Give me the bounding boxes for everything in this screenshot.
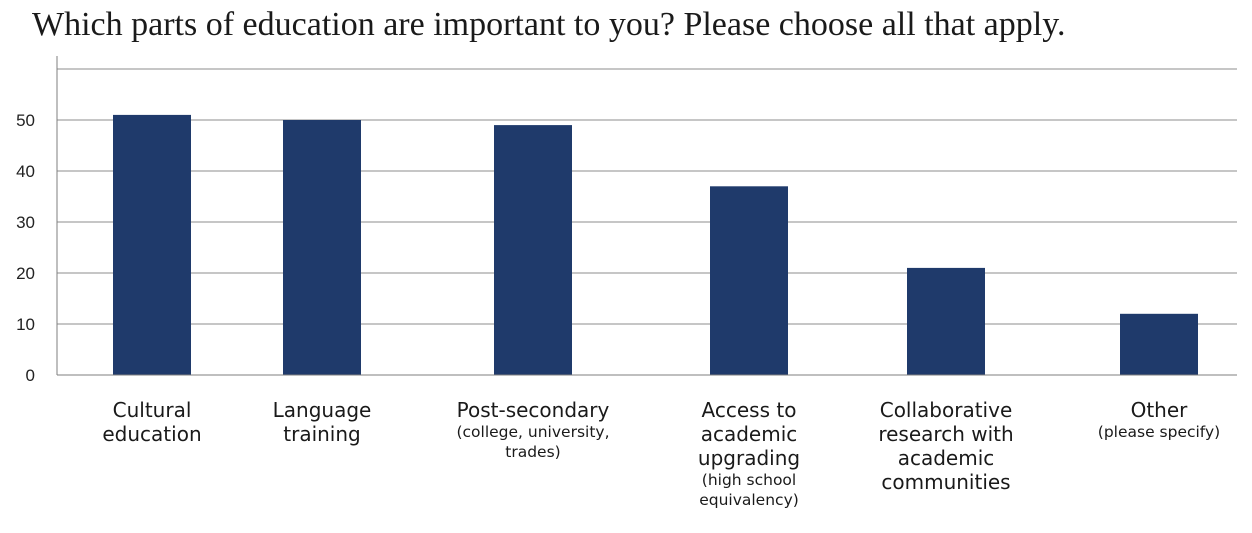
y-tick-label: 50	[16, 111, 35, 130]
x-category-main: Access to academic upgrading	[697, 398, 801, 470]
bar	[113, 114, 191, 376]
x-category-label: Cultural education	[77, 398, 227, 446]
y-tick-label: 20	[16, 264, 35, 283]
y-tick-label: 10	[16, 315, 35, 334]
y-tick-label: 0	[26, 366, 35, 385]
x-category-label: Language training	[247, 398, 397, 446]
bars	[113, 114, 1198, 376]
x-category-sub: (please specify)	[1097, 423, 1221, 441]
x-category-main: Collaborative research with academic commun…	[878, 398, 1014, 494]
bar	[907, 267, 985, 375]
bar	[1120, 313, 1198, 375]
x-category-main: Cultural education	[102, 398, 202, 446]
x-category-label: Other (please specify)	[1074, 398, 1244, 442]
x-category-label: Collaborative research with academic commun…	[841, 398, 1051, 494]
grid-lines	[57, 68, 1237, 325]
bar	[710, 186, 788, 375]
y-tick-label: 30	[16, 213, 35, 232]
y-axis-ticks: 0 10 20 30 40 50	[16, 111, 35, 385]
chart-title: Which parts of education are important t…	[32, 6, 1066, 43]
bar	[283, 120, 361, 375]
y-tick-label: 40	[16, 162, 35, 181]
x-category-main: Other	[1130, 398, 1188, 422]
x-category-label: Post-secondary (college, university, trade…	[418, 398, 648, 462]
x-category-main: Language training	[272, 398, 372, 446]
x-category-main: Post-secondary	[456, 398, 610, 422]
bar	[494, 125, 572, 375]
x-category-sub: (high school equivalency)	[699, 471, 799, 510]
x-category-sub: (college, university, trades)	[456, 423, 610, 462]
x-category-label: Access to academic upgrading (high school eq…	[674, 398, 824, 510]
